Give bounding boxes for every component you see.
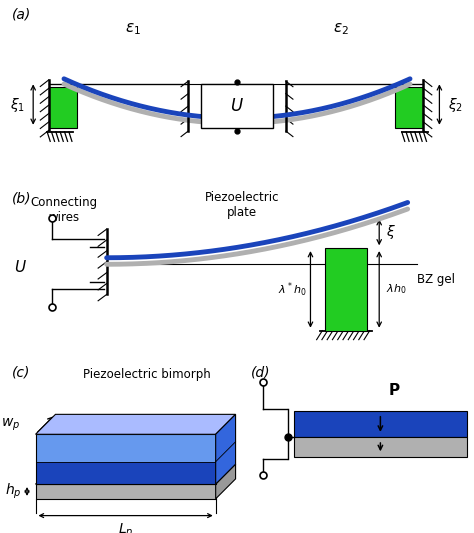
Text: Connecting
wires: Connecting wires	[30, 197, 98, 224]
Polygon shape	[294, 438, 467, 457]
Polygon shape	[36, 462, 216, 484]
Polygon shape	[36, 464, 236, 484]
Text: $\mathbf{P}$: $\mathbf{P}$	[388, 382, 401, 398]
Text: Piezoelectric bimorph: Piezoelectric bimorph	[83, 368, 211, 381]
Polygon shape	[294, 411, 467, 438]
Text: (d): (d)	[251, 365, 271, 379]
Bar	[201, 84, 273, 128]
Bar	[325, 248, 367, 330]
Text: $\varepsilon_1$: $\varepsilon_1$	[125, 21, 141, 37]
Text: BZ gel: BZ gel	[417, 273, 455, 286]
Text: $L_p$: $L_p$	[118, 522, 133, 533]
Bar	[49, 87, 77, 128]
Text: (a): (a)	[12, 8, 31, 22]
Polygon shape	[216, 414, 236, 484]
Text: $U$: $U$	[230, 97, 244, 115]
Text: $h_p$: $h_p$	[5, 482, 21, 501]
Polygon shape	[36, 434, 216, 462]
Polygon shape	[36, 484, 216, 499]
Text: $U$: $U$	[14, 259, 27, 275]
Text: $\varepsilon_2$: $\varepsilon_2$	[333, 21, 349, 37]
Polygon shape	[216, 464, 236, 499]
Text: $\lambda h_0$: $\lambda h_0$	[386, 282, 407, 296]
Text: $\xi$: $\xi$	[386, 223, 396, 241]
Text: $\xi_1$: $\xi_1$	[9, 95, 25, 114]
Bar	[394, 87, 423, 128]
Text: $\xi_2$: $\xi_2$	[448, 95, 463, 114]
Polygon shape	[36, 414, 236, 434]
Text: (b): (b)	[12, 191, 31, 205]
Text: $\lambda^* h_0$: $\lambda^* h_0$	[278, 280, 307, 298]
Text: (c): (c)	[12, 365, 30, 379]
Text: $w_p$: $w_p$	[1, 417, 20, 433]
Text: Piezoelectric
plate: Piezoelectric plate	[204, 191, 279, 220]
